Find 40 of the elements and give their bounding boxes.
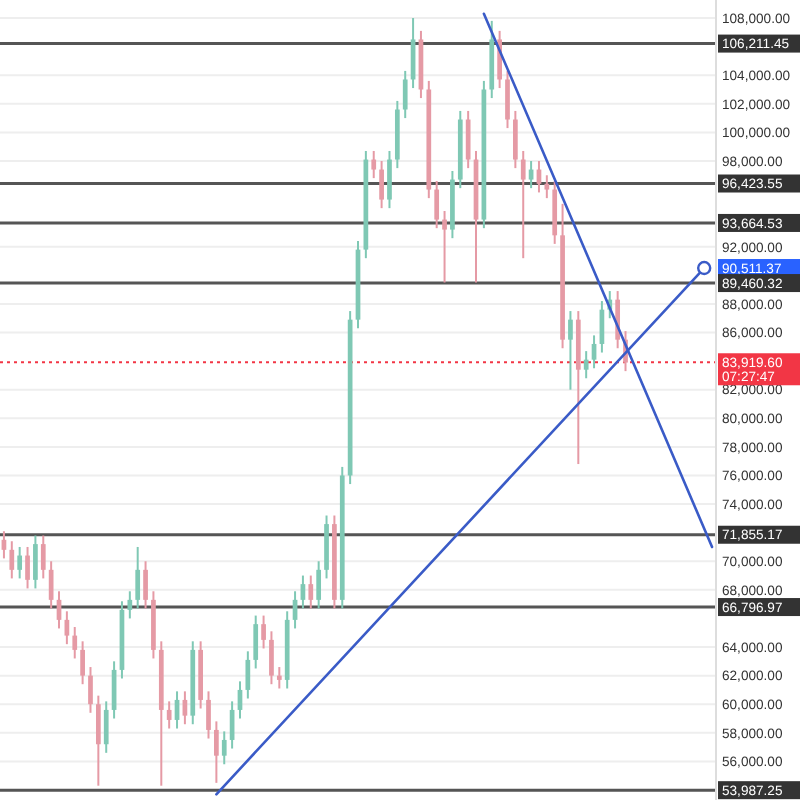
candlestick	[261, 614, 266, 650]
candlestick	[442, 210, 447, 284]
candlestick	[316, 560, 322, 610]
candlestick	[17, 545, 23, 580]
candlestick	[103, 700, 109, 754]
candlestick	[166, 700, 172, 730]
candlestick	[72, 626, 78, 660]
candlestick	[214, 720, 219, 784]
candlestick	[88, 666, 93, 714]
candlestick	[402, 69, 408, 120]
candlestick	[552, 179, 558, 245]
candlestick	[127, 590, 133, 620]
candlestick	[253, 614, 259, 670]
candlestick	[33, 534, 38, 590]
candlestick	[583, 350, 589, 380]
candlestick	[95, 694, 101, 787]
candlestick	[434, 179, 440, 230]
candlestick	[568, 310, 573, 391]
candlestick	[544, 174, 550, 200]
candlestick	[513, 109, 518, 170]
candlestick	[40, 534, 46, 580]
candlestick	[505, 69, 510, 130]
candlestick	[371, 149, 377, 180]
candlestick	[465, 109, 471, 170]
candlestick	[387, 149, 392, 210]
candlestick	[9, 540, 15, 580]
candlestick	[245, 650, 251, 700]
candlestick	[25, 545, 30, 590]
candlestick	[308, 574, 314, 610]
candlestick	[520, 149, 526, 260]
candlestick	[276, 666, 282, 690]
candlestick	[143, 560, 148, 610]
candlestick	[135, 545, 141, 610]
candlestick	[206, 690, 211, 740]
candlestick	[80, 640, 85, 686]
candlestick	[324, 514, 329, 580]
candlestick	[221, 730, 227, 766]
candlestick	[48, 560, 54, 610]
candlestick	[269, 630, 274, 686]
candlestick	[379, 159, 384, 210]
